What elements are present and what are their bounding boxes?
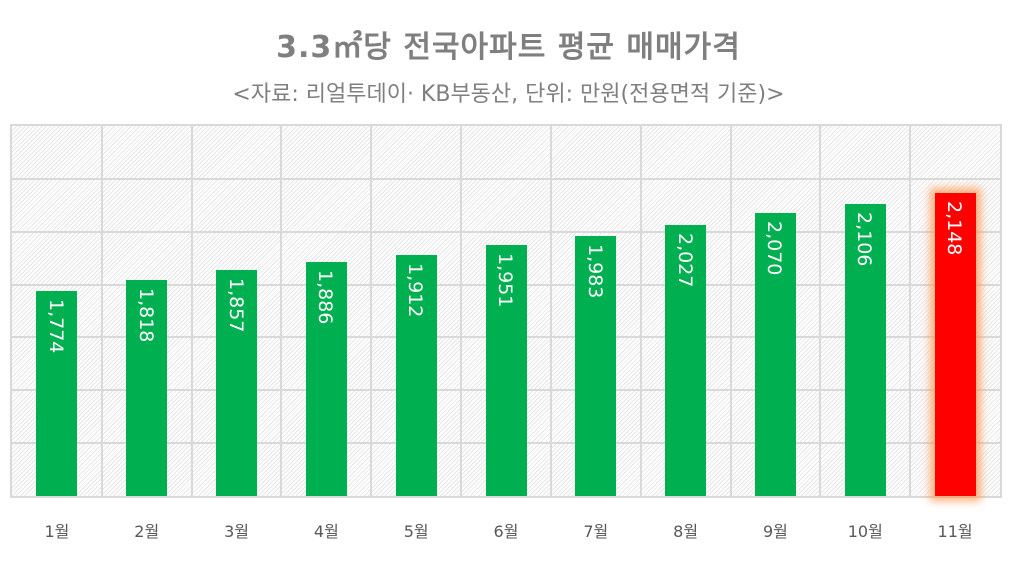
x-axis-label: 1월 [44, 522, 70, 541]
highlighted-bar: 2,148 [934, 192, 976, 496]
bar: 1,774 [36, 291, 78, 496]
bar-value-label: 1,857 [224, 277, 247, 332]
x-axis-label: 5월 [403, 522, 429, 541]
x-axis-label: 2월 [134, 522, 160, 541]
plot-area: 1,774 1,818 1,857 1,886 1,912 1,951 1,983 2,027… [10, 124, 1002, 498]
bar-value-label: 1,951 [494, 252, 516, 308]
vertical-gridline [639, 126, 642, 496]
x-axis-label: 6월 [493, 522, 519, 541]
bar-value-label: 2,070 [763, 221, 786, 276]
horizontal-gridline [12, 230, 1000, 233]
vertical-gridline [909, 126, 912, 496]
bar: 2,027 [665, 224, 707, 496]
bar: 1,912 [395, 254, 437, 496]
bar: 1,983 [575, 236, 617, 496]
x-axis-label: 8월 [673, 522, 699, 541]
bar-value-label: 2,027 [673, 232, 696, 287]
bar-value-label: 1,983 [583, 244, 606, 299]
x-axis-label: 9월 [763, 522, 788, 541]
bar-value-label: 1,774 [44, 299, 67, 354]
bar-value-label: 1,912 [404, 262, 427, 318]
x-axis-label: 4월 [313, 522, 339, 541]
vertical-gridline [190, 126, 193, 496]
x-axis-label: 11월 [937, 522, 973, 541]
vertical-gridline [819, 126, 822, 496]
bar: 1,886 [305, 261, 347, 496]
vertical-gridline [460, 126, 463, 496]
chart-title: 3.3㎡당 전국아파트 평균 매매가격 [276, 30, 741, 65]
bar: 2,070 [754, 213, 796, 496]
vertical-gridline [549, 126, 552, 496]
bar-value-label: 1,886 [314, 269, 337, 325]
bar-value-label: 1,818 [134, 287, 157, 343]
bar: 1,857 [216, 269, 258, 496]
vertical-gridline [280, 126, 283, 496]
x-axis-label: 7월 [583, 522, 609, 541]
x-axis-label: 10월 [847, 522, 883, 541]
bar-value-label: 2,148 [943, 200, 966, 256]
bar: 1,951 [485, 244, 527, 496]
vertical-gridline [100, 126, 103, 496]
x-axis-label: 3월 [224, 522, 249, 541]
vertical-gridline [370, 126, 373, 496]
bar: 2,106 [844, 203, 886, 496]
bar: 1,818 [126, 279, 168, 496]
chart-subtitle: <자료: 리얼투데이· KB부동산, 단위: 만원(전용면적 기준)> [232, 82, 785, 107]
horizontal-gridline [12, 177, 1000, 180]
vertical-gridline [729, 126, 732, 496]
bar-value-label: 2,106 [853, 211, 876, 267]
